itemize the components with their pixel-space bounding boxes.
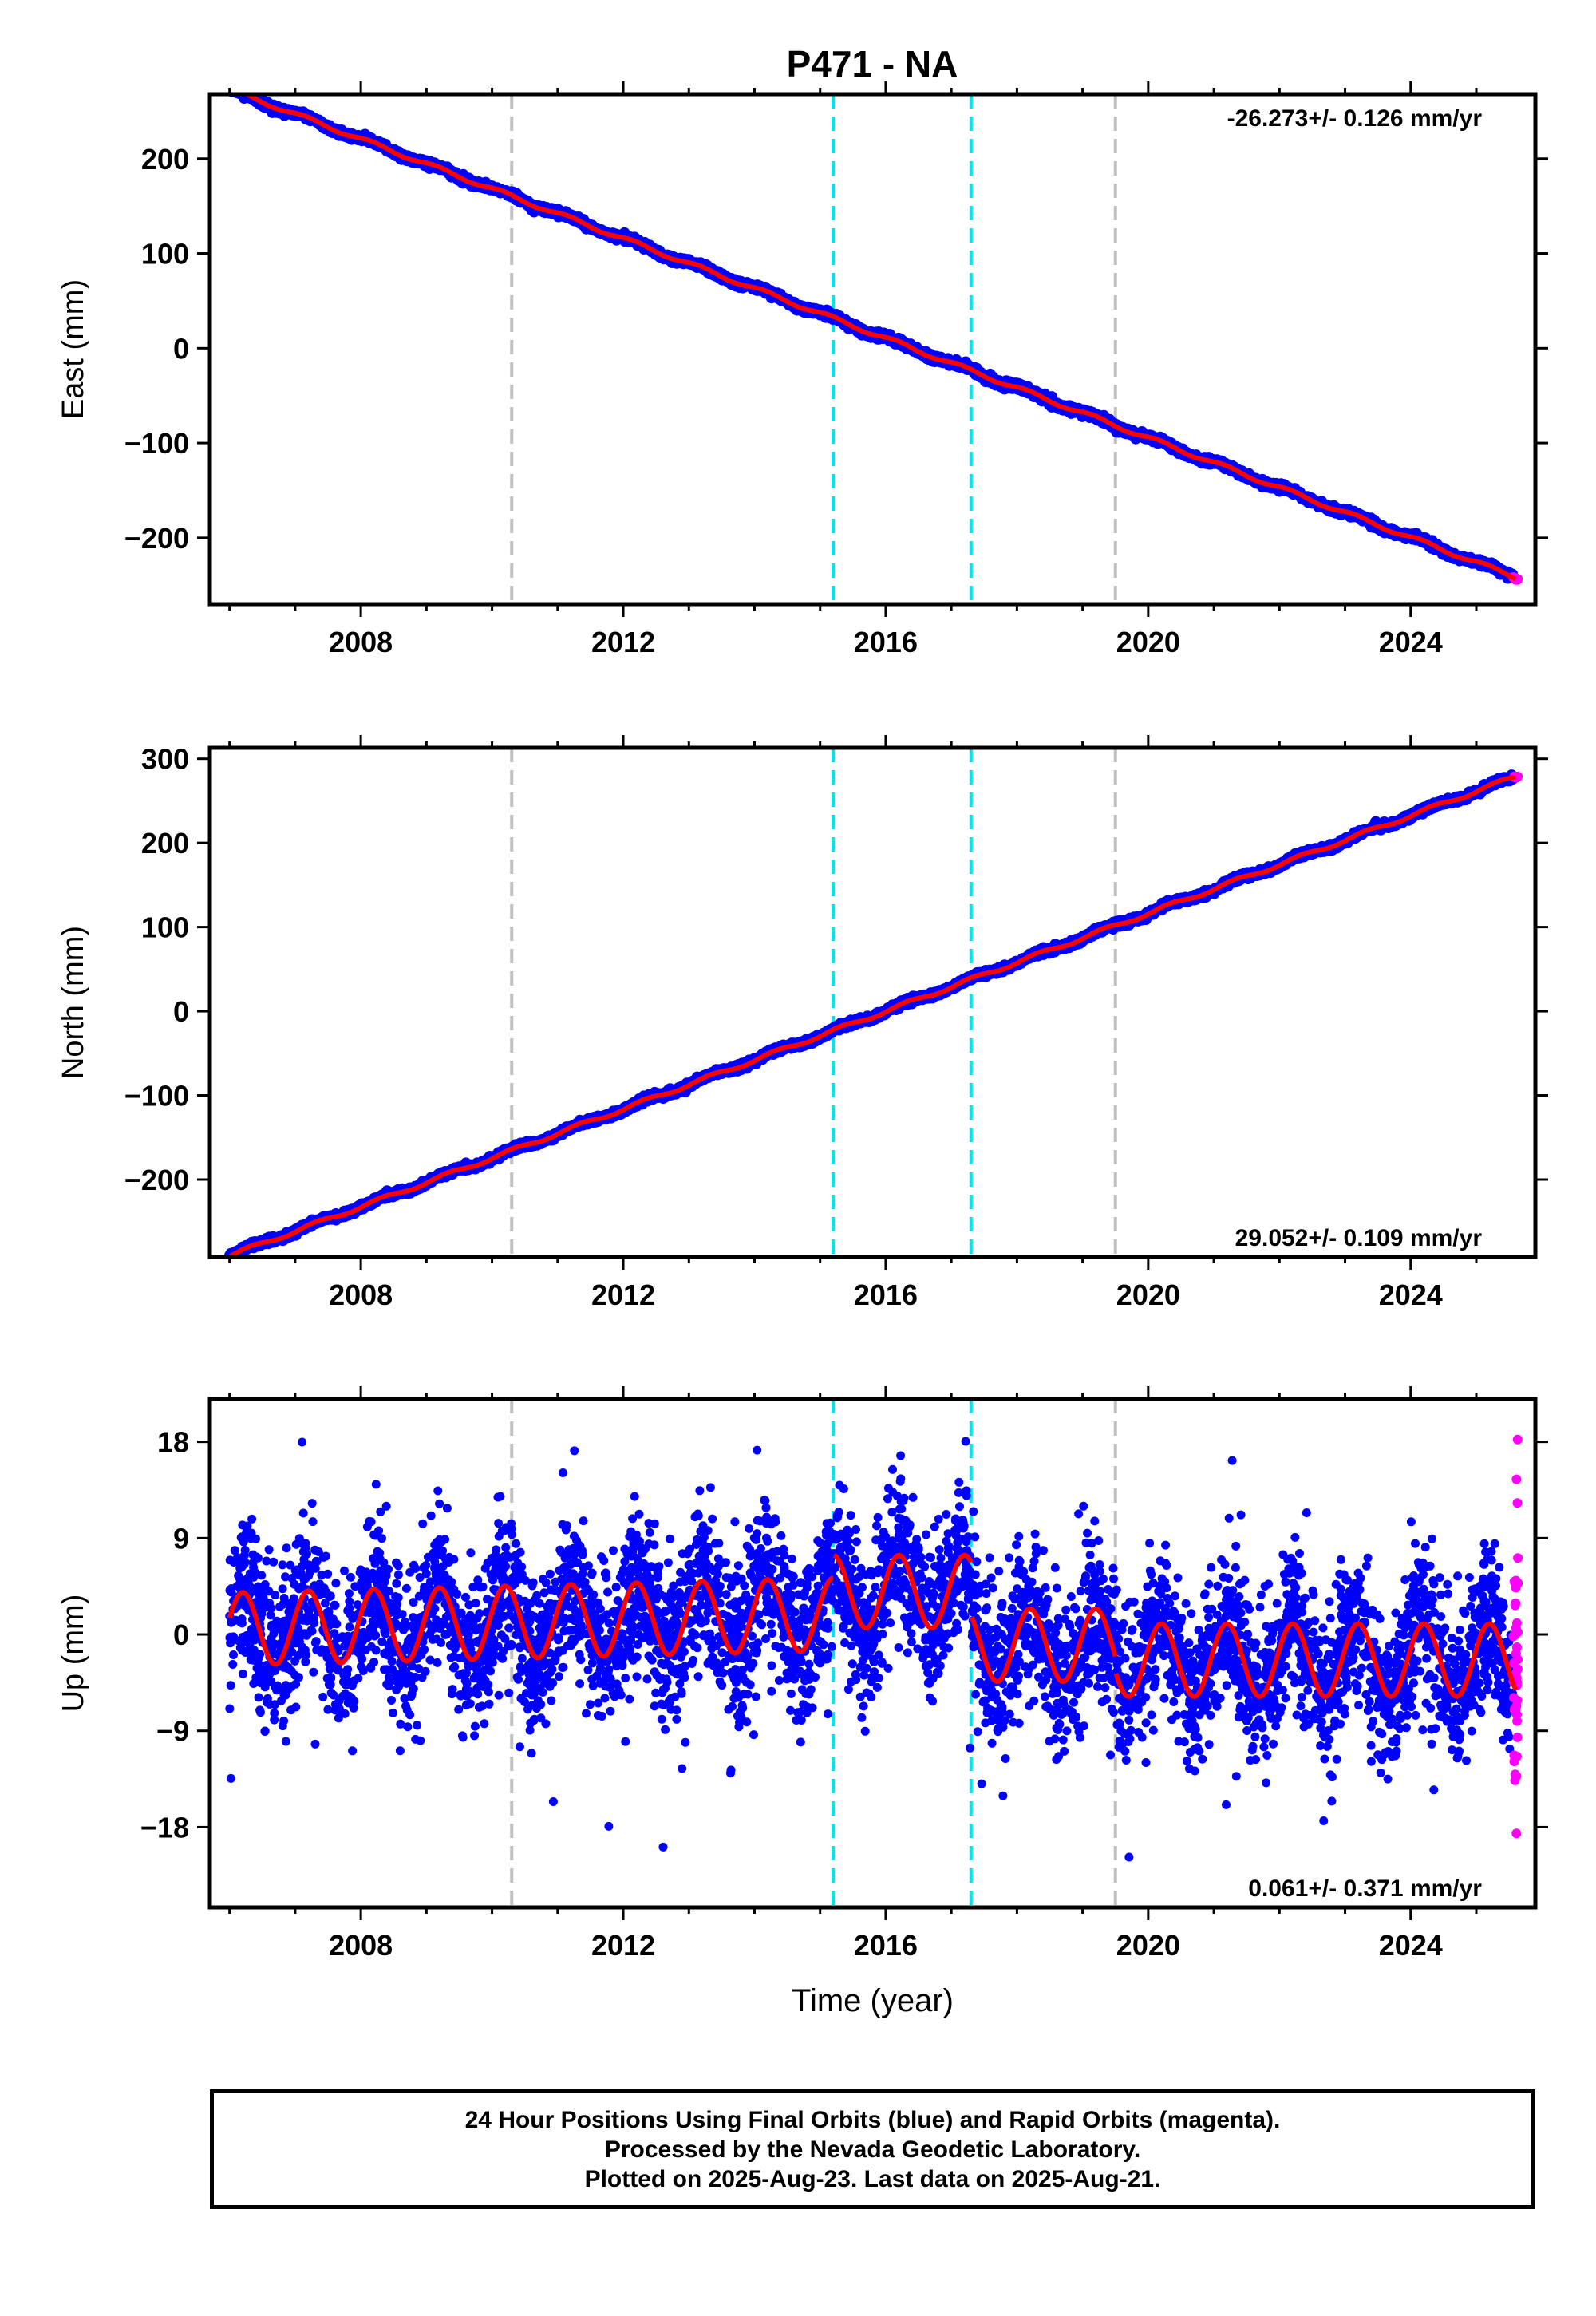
velocity-rate-label: -26.273+/- 0.126 mm/yr <box>1227 105 1483 132</box>
plot-area <box>226 94 1523 604</box>
y-tick-label: 200 <box>141 143 189 176</box>
y-tick-label: −200 <box>124 522 189 555</box>
y-tick-label: −100 <box>124 427 189 460</box>
x-tick-label: 2016 <box>854 626 918 658</box>
x-tick-label: 2008 <box>329 626 393 658</box>
x-tick-label: 2020 <box>1116 626 1180 658</box>
y-tick-label: 100 <box>141 238 189 271</box>
x-tick-label: 2024 <box>1379 626 1443 658</box>
figure-title: P471 - NA <box>787 43 958 85</box>
y-tick-label: 0 <box>173 332 189 365</box>
panel-east: 2008 2012 2016 2020 2024 200 100 0 −100 −200 East … <box>57 81 1548 658</box>
x-tick-label: 2012 <box>591 626 655 658</box>
y-axis-title: East (mm) <box>57 279 90 419</box>
